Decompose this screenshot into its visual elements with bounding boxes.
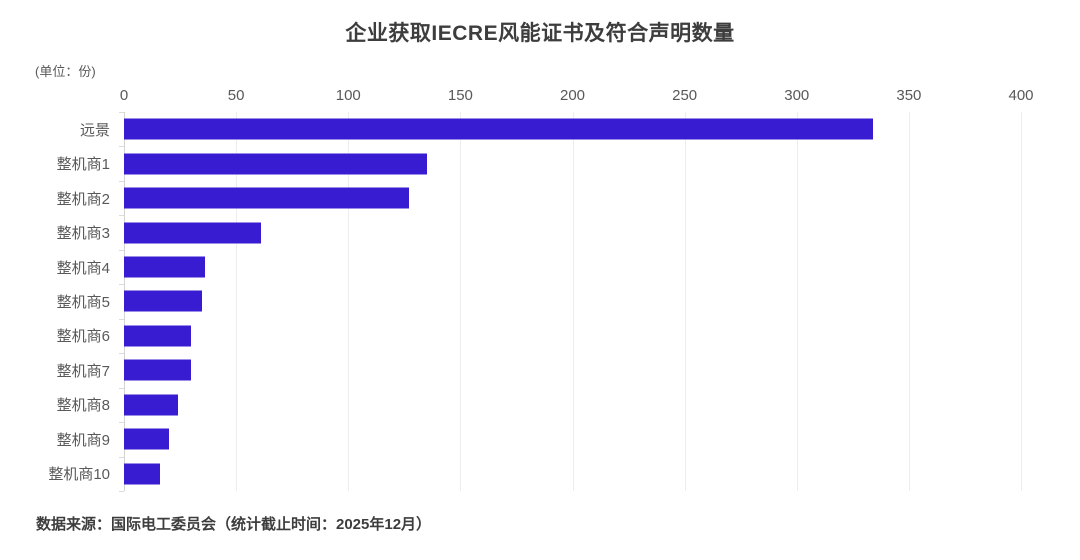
- gridline: [572, 112, 574, 491]
- gridline: [348, 112, 350, 491]
- bar: [124, 256, 205, 278]
- unit-label: (单位：份): [35, 64, 96, 79]
- bar: [124, 463, 160, 485]
- y-axis-labels: 远景整机商1 整机商2 整机商3 整机商4 整机商5 整机商6 整机商7 整机商8 整机商9 整机…: [0, 112, 117, 491]
- bar-row: [124, 250, 1021, 284]
- bar: [124, 359, 192, 381]
- x-tick-label: 200: [559, 87, 586, 104]
- bar: [124, 428, 169, 450]
- bar: [124, 222, 261, 244]
- data-source-note: 数据来源：国际电工委员会（统计截止时间：2025年12月）: [36, 516, 432, 533]
- category-label: 整机商8: [56, 397, 110, 415]
- bar: [124, 290, 203, 312]
- bar-row: [124, 388, 1021, 422]
- bar-row: [124, 215, 1021, 249]
- category-label: 整机商10: [48, 466, 110, 484]
- bar-row: [124, 457, 1021, 491]
- y-axis-tick: [119, 112, 124, 113]
- chart-title: 企业获取IECRE风能证书及符合声明数量: [345, 22, 735, 45]
- y-axis-tick: [119, 491, 124, 492]
- x-tick-label: 300: [784, 87, 810, 104]
- x-tick-label: 250: [672, 87, 698, 104]
- gridline: [1021, 112, 1022, 491]
- bar-row: [124, 146, 1021, 180]
- category-label: 整机商6: [56, 328, 110, 346]
- bar: [124, 118, 873, 140]
- y-axis-tick: [119, 284, 124, 286]
- category-label: 整机商2: [56, 190, 110, 208]
- plot-area: [119, 112, 1022, 492]
- bar-row: [124, 422, 1021, 456]
- y-axis-tick: [119, 353, 124, 355]
- x-tick-label: 100: [335, 87, 361, 104]
- x-axis: 0 50 100 150 200 250 300 350 400: [0, 87, 1080, 105]
- x-tick-label: 350: [896, 87, 922, 104]
- bar-row: [124, 319, 1021, 353]
- bar: [124, 394, 178, 416]
- x-tick-label: 50: [227, 87, 245, 104]
- x-tick-label: 150: [447, 87, 473, 104]
- y-axis-tick: [119, 422, 124, 424]
- x-tick-label: 400: [1008, 87, 1034, 104]
- gridline: [796, 112, 798, 491]
- bar: [124, 153, 427, 175]
- bar-row: [124, 353, 1021, 387]
- bar: [124, 187, 409, 209]
- bar: [124, 325, 192, 347]
- category-label: 整机商9: [56, 431, 110, 449]
- category-label: 整机商4: [56, 259, 110, 277]
- gridline: [908, 112, 910, 491]
- bar-row: [124, 181, 1021, 215]
- category-label: 远景: [79, 121, 110, 139]
- bar-row: [124, 112, 1021, 146]
- category-label: 整机商5: [56, 293, 110, 311]
- y-axis-tick: [119, 215, 124, 217]
- gridline: [460, 112, 462, 491]
- y-axis-tick: [119, 180, 124, 182]
- y-axis-tick: [119, 456, 124, 458]
- x-tick-label: 0: [119, 87, 129, 104]
- y-axis-tick: [119, 249, 124, 251]
- y-axis-tick: [119, 146, 124, 148]
- category-label: 整机商7: [56, 362, 110, 380]
- bar-row: [124, 284, 1021, 318]
- category-label: 整机商3: [56, 225, 110, 243]
- gridline: [236, 112, 238, 491]
- category-label: 整机商1: [56, 156, 110, 174]
- y-axis-tick: [119, 387, 124, 389]
- gridline: [684, 112, 686, 491]
- y-axis-tick: [119, 318, 124, 320]
